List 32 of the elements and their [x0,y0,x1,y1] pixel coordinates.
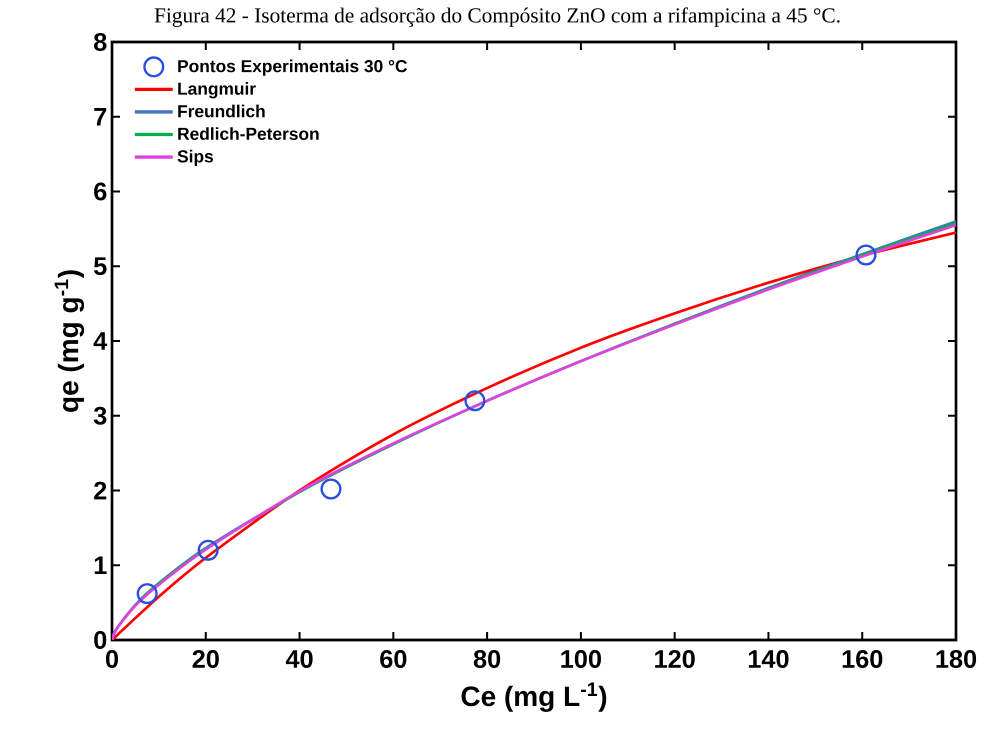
point [464,390,486,412]
chart-title: Figura 42 - Isoterma de adsorção do Compósito ZnO com a rifampicina a 45 °C. [154,7,840,27]
x-tick-label: 60 [380,650,406,668]
point [855,244,877,266]
y-tick-label: 3 [94,406,106,425]
point [198,540,219,561]
y-tick-label: 5 [94,257,107,276]
y-tick-label: 2 [94,482,106,500]
legend-label: Sips [178,150,213,166]
y-tick-label: 6 [94,182,106,200]
y-tick-label: 0 [94,631,106,649]
x-axis-title: Ce (mg L$^{-1}$) [462,682,606,712]
x-tick-label: 100 [561,650,601,668]
x-tick-label: 80 [474,650,500,668]
x-tick-label: 40 [286,650,313,668]
legend-label: Pontos Experimentais 30 °C [178,60,408,76]
legend-label: Redlich-Peterson [178,127,319,140]
x-tick-label: 120 [655,650,695,668]
y-axis-title: qe (mg g$^{-1}$) [54,270,84,412]
y-tick-label: 8 [94,33,107,51]
y-tick-label: 7 [94,108,106,126]
legend-label: Langmuir [178,82,256,98]
x-tick-label: 160 [842,650,882,668]
legend-label: Freundlich [178,104,265,118]
point [136,583,158,604]
x-tick-label: 140 [748,650,789,668]
x-tick-label: 20 [192,650,219,668]
x-tick-label: 0 [106,650,118,668]
y-tick-label: 1 [94,556,107,574]
y-tick-label: 4 [94,332,108,350]
point [320,478,342,500]
x-tick-label: 180 [936,650,976,668]
